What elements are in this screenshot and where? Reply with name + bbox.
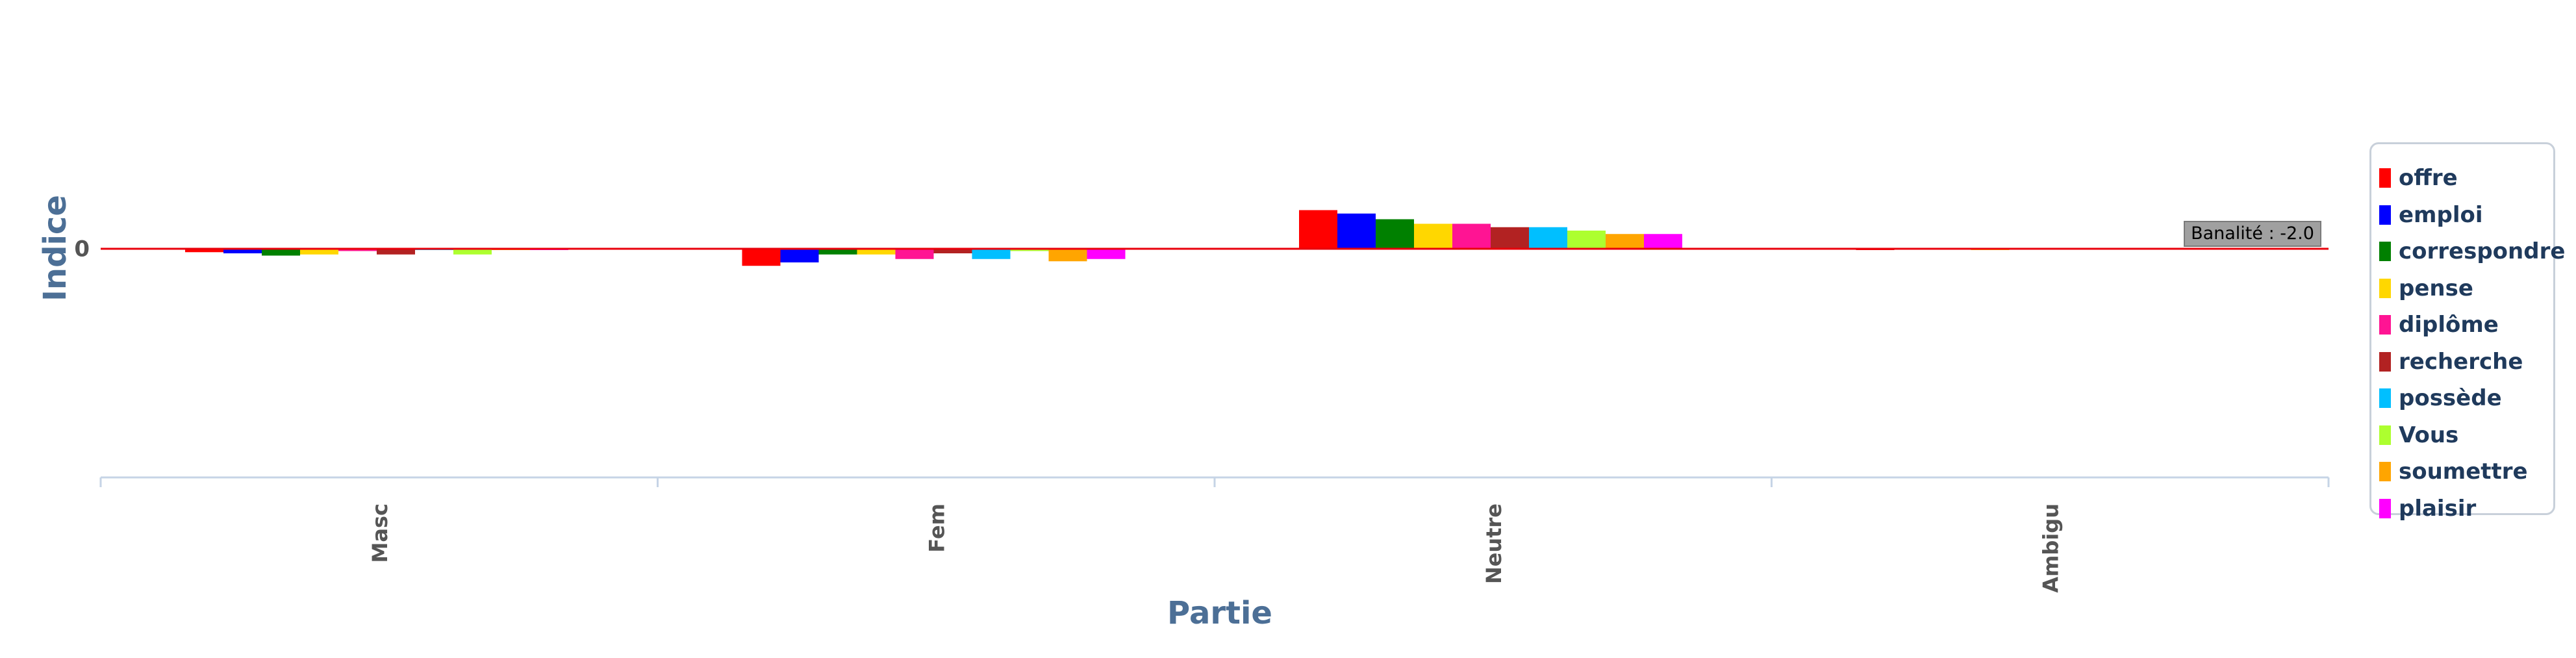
legend-label: diplôme	[2399, 312, 2499, 338]
bar-fem-1	[780, 249, 819, 262]
bar-masc-1	[223, 249, 262, 253]
bar-fem-5	[933, 249, 972, 253]
legend-item[interactable]: offre	[2379, 164, 2458, 192]
x-tick-label: Ambigu	[2038, 503, 2063, 593]
legend-item[interactable]: diplôme	[2379, 310, 2499, 339]
legend-label: plaisir	[2399, 495, 2477, 522]
bar-neutre-9	[1644, 234, 1682, 249]
bar-fem-3	[857, 249, 896, 255]
bar-masc-3	[300, 249, 338, 255]
bar-neutre-7	[1567, 231, 1606, 249]
x-axis-title: Partie	[1167, 595, 1272, 631]
y-tick-zero: 0	[74, 236, 90, 262]
bar-neutre-1	[1337, 213, 1376, 249]
x-tick-label: Neutre	[1482, 503, 1506, 584]
bar-fem-0	[742, 249, 781, 266]
bar-neutre-5	[1491, 227, 1529, 249]
bar-masc-5	[377, 249, 415, 255]
x-ticks: Masc Fem Neutre Ambigu	[99, 477, 2330, 593]
legend-item[interactable]: emploi	[2379, 201, 2483, 229]
bar-neutre-4	[1452, 223, 1491, 249]
bar-fem-9	[1087, 249, 1126, 259]
legend-item[interactable]: Vous	[2379, 421, 2458, 449]
y-axis-title: Indice	[37, 195, 73, 301]
legend-label: correspondre	[2399, 238, 2566, 264]
x-tick-label: Masc	[368, 503, 392, 563]
legend-item[interactable]: possède	[2379, 384, 2502, 412]
legend-swatch	[2379, 498, 2391, 518]
bar-masc-2	[262, 249, 300, 256]
bar-masc-7	[453, 249, 492, 255]
legend-swatch	[2379, 425, 2391, 445]
bar-group	[185, 210, 2010, 266]
bar-fem-2	[818, 249, 857, 255]
bar-neutre-6	[1529, 227, 1567, 249]
legend-label: emploi	[2399, 201, 2483, 228]
bar-neutre-0	[1299, 210, 1337, 249]
legend-swatch	[2379, 462, 2391, 481]
legend-item[interactable]: pense	[2379, 274, 2473, 303]
bar-masc-4	[338, 249, 377, 251]
legend-swatch	[2379, 242, 2391, 261]
legend-swatch	[2379, 351, 2391, 372]
legend-swatch	[2379, 315, 2391, 335]
bar-fem-4	[895, 249, 934, 259]
legend-swatch	[2379, 278, 2391, 298]
bar-fem-8	[1048, 249, 1087, 262]
bar-masc-0	[185, 249, 223, 253]
legend-item[interactable]: soumettre	[2379, 457, 2528, 486]
legend-swatch	[2379, 205, 2391, 225]
legend-label: offre	[2399, 165, 2458, 191]
bar-fem-6	[972, 249, 1011, 259]
legend-label: recherche	[2399, 348, 2523, 375]
legend-label: possède	[2399, 385, 2502, 411]
bar-neutre-2	[1376, 219, 1414, 249]
annotation-badge: Banalité : -2.0	[2184, 221, 2321, 247]
legend-label: soumettre	[2399, 459, 2528, 485]
legend-label: pense	[2399, 275, 2473, 301]
legend-item[interactable]: plaisir	[2379, 494, 2476, 523]
legend-item[interactable]: recherche	[2379, 348, 2523, 376]
bar-fem-7	[1010, 249, 1049, 251]
bar-neutre-8	[1606, 234, 1644, 249]
legend-swatch	[2379, 388, 2391, 408]
bar-neutre-3	[1414, 223, 1452, 249]
legend: offre emploi correspondre pense diplôme reche…	[2369, 142, 2565, 522]
x-tick-label: Fem	[924, 503, 949, 553]
legend-item[interactable]: correspondre	[2379, 237, 2565, 266]
legend-swatch	[2379, 168, 2391, 188]
legend-label: Vous	[2399, 422, 2459, 448]
